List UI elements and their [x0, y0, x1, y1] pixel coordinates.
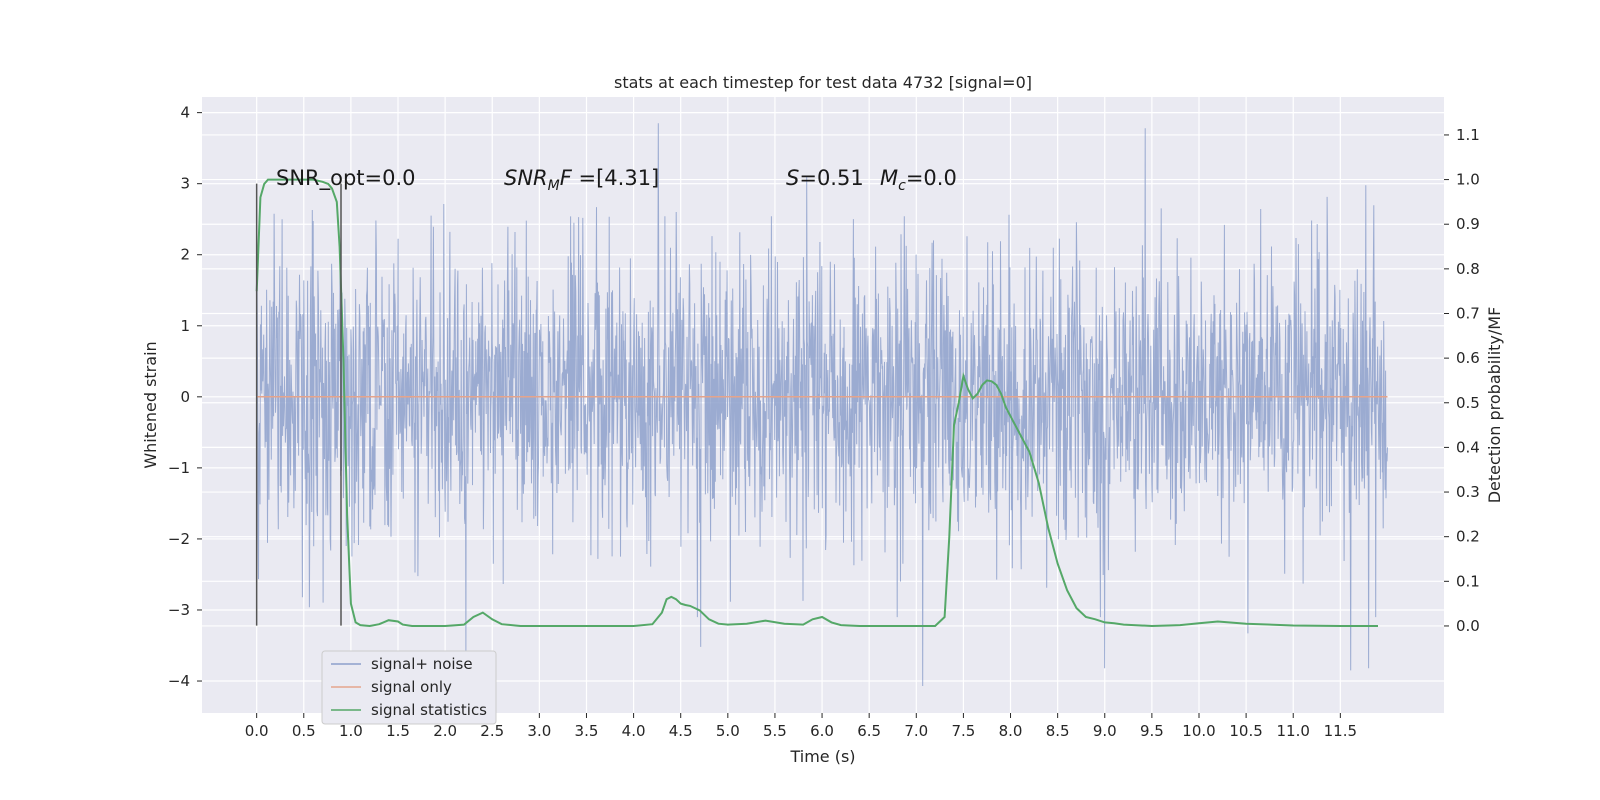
x-tick-label: 8.0 [999, 722, 1023, 740]
annotation-snr-mf-sub: M [548, 178, 560, 194]
legend-label-signal-statistics: signal statistics [371, 701, 487, 719]
x-tick-label: 9.5 [1140, 722, 1164, 740]
x-tick-label: 11.5 [1324, 722, 1357, 740]
y-right-tick-label: 0.5 [1456, 394, 1480, 412]
x-axis-ticks: 0.0 0.5 1.0 1.5 2.0 2.5 3.0 3.5 4.0 4.5 5.0 5.5 6.0 6… [245, 713, 1357, 740]
x-tick-label: 4.0 [622, 722, 646, 740]
x-tick-label: 5.0 [716, 722, 740, 740]
legend-box [321, 650, 497, 725]
y-left-tick-label: −1 [168, 459, 190, 477]
x-tick-label: 11.0 [1277, 722, 1310, 740]
y-axis-left-ticks: 4 3 2 1 0 −1 −2 −3 −4 [168, 104, 202, 690]
annotation-s-value: =0.51 [799, 166, 863, 190]
y-left-tick-label: 3 [180, 175, 190, 193]
y-right-tick-label: 0.1 [1456, 572, 1480, 590]
annotation-s: S=0.51 [786, 166, 864, 190]
annotation-mc-value: =0.0 [906, 166, 957, 190]
annotation-snr-mf: SNRMF =[4.31] [504, 166, 659, 194]
x-tick-label: 4.5 [669, 722, 693, 740]
y-right-tick-label: 0.3 [1456, 483, 1480, 501]
annotation-snr-opt: SNR_opt=0.0 [276, 166, 416, 191]
annotation-snr-mf-rest-var: F [560, 166, 573, 190]
x-tick-label: 0.0 [245, 722, 269, 740]
signal-statistics-line [255, 178, 1378, 628]
x-tick-label: 3.5 [575, 722, 599, 740]
x-tick-label: 7.5 [951, 722, 975, 740]
x-tick-label: 0.5 [292, 722, 316, 740]
x-tick-label: 9.0 [1093, 722, 1117, 740]
x-tick-label: 8.5 [1046, 722, 1070, 740]
x-tick-label: 6.5 [857, 722, 881, 740]
legend-label-signal-only: signal only [371, 678, 452, 696]
annotation-mc: Mc=0.0 [880, 166, 957, 194]
y-right-tick-label: 0.7 [1456, 304, 1480, 322]
signal-plus-noise-line [256, 123, 1388, 687]
x-tick-label: 10.0 [1182, 722, 1215, 740]
x-tick-label: 2.0 [433, 722, 457, 740]
vertical-markers [255, 183, 342, 626]
annotation-s-var: S [786, 166, 799, 190]
y-right-tick-label: 0.4 [1456, 438, 1480, 456]
y-right-tick-label: 0.8 [1456, 260, 1480, 278]
x-tick-label: 3.0 [527, 722, 551, 740]
y-left-tick-label: 2 [180, 246, 190, 264]
y-right-tick-label: 0.2 [1456, 528, 1480, 546]
x-tick-label: 7.0 [904, 722, 928, 740]
x-tick-label: 10.5 [1229, 722, 1262, 740]
x-tick-label: 5.5 [763, 722, 787, 740]
x-tick-label: 2.5 [480, 722, 504, 740]
annotation-mc-var: M [880, 166, 898, 190]
y-left-tick-label: 1 [180, 317, 190, 335]
series-signal-statistics [255, 178, 1378, 628]
y-left-tick-label: −4 [168, 672, 190, 690]
y-right-tick-label: 1.0 [1456, 171, 1480, 189]
x-tick-label: 1.5 [386, 722, 410, 740]
y-axis-left-label: Whitened strain [141, 341, 160, 468]
annotation-mc-sub: c [898, 178, 906, 194]
y-right-tick-label: 0.9 [1456, 215, 1480, 233]
y-axis-right-label: Detection probability/MF [1485, 307, 1504, 504]
y-left-tick-label: 0 [180, 388, 190, 406]
chart-title: stats at each timestep for test data 473… [614, 73, 1032, 92]
y-axis-right-ticks: 1.1 1.0 0.9 0.8 0.7 0.6 0.5 0.4 0.3 0.2 0.1 0.0 [1444, 126, 1480, 635]
y-left-tick-label: −3 [168, 601, 190, 619]
y-left-tick-label: −2 [168, 530, 190, 548]
x-tick-label: 1.0 [339, 722, 363, 740]
annotation-snr-mf-rest: =[4.31] [579, 166, 660, 190]
y-right-tick-label: 0.0 [1456, 617, 1480, 635]
y-right-tick-label: 1.1 [1456, 126, 1480, 144]
y-right-tick-label: 0.6 [1456, 349, 1480, 367]
legend-label-signal-plus-noise: signal+ noise [371, 655, 473, 673]
y-left-tick-label: 4 [180, 104, 190, 122]
legend: signal+ noise signal only signal statist… [321, 650, 497, 725]
annotation-snr-mf-var: SNR [504, 166, 548, 190]
series-signal-plus-noise [256, 123, 1388, 687]
x-tick-label: 6.0 [810, 722, 834, 740]
x-axis-label: Time (s) [789, 747, 855, 766]
